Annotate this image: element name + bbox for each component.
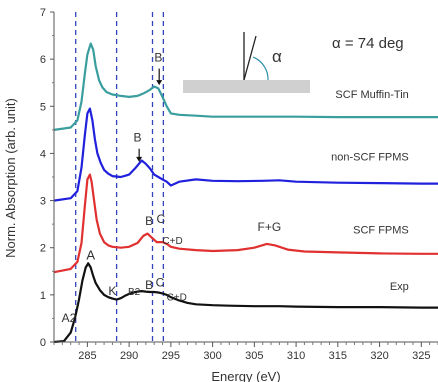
x-tick-label-1: 290 bbox=[120, 350, 138, 362]
annotation-15: SCF FPMS bbox=[353, 225, 409, 237]
annotation-5: C bbox=[156, 275, 165, 289]
annotation-14: non-SCF FPMS bbox=[331, 152, 409, 164]
x-tick-label-7: 320 bbox=[370, 350, 388, 362]
annotation-3: B2 bbox=[128, 287, 141, 298]
annotation-12: B bbox=[154, 51, 162, 65]
series-line-1 bbox=[53, 173, 438, 274]
x-tick-label-6: 315 bbox=[329, 350, 347, 362]
y-tick-label-3: 3 bbox=[40, 196, 46, 208]
annotation-2: K bbox=[108, 284, 116, 298]
peak-arrows bbox=[136, 68, 163, 162]
y-tick-label-7: 7 bbox=[40, 7, 46, 19]
x-tick-label-4: 305 bbox=[245, 350, 263, 362]
annotation-13: SCF Muffin-Tin bbox=[335, 89, 408, 101]
annotation-7: B bbox=[145, 214, 153, 228]
angle-symbol: α bbox=[272, 47, 282, 66]
x-tick-label-5: 310 bbox=[287, 350, 305, 362]
series-line-3 bbox=[53, 42, 438, 131]
angle-inset: α α = 74 deg bbox=[183, 32, 404, 93]
x-tick-label-8: 325 bbox=[412, 350, 430, 362]
y-tick-label-5: 5 bbox=[40, 101, 46, 113]
angle-value-label: α = 74 deg bbox=[332, 35, 404, 52]
y-tick-label-1: 1 bbox=[40, 290, 46, 302]
annotation-16: Exp bbox=[390, 281, 409, 293]
arrow-head-0 bbox=[136, 156, 143, 162]
annotation-4: B bbox=[145, 278, 153, 292]
x-tick-label-2: 295 bbox=[162, 350, 180, 362]
x-tick-label-3: 300 bbox=[203, 350, 221, 362]
angle-arc bbox=[252, 56, 269, 81]
annotation-1: A2 bbox=[62, 311, 77, 325]
y-tick-label-6: 6 bbox=[40, 54, 46, 66]
annotation-10: F+G bbox=[258, 220, 282, 234]
annotation-11: B bbox=[133, 131, 141, 145]
series-line-2 bbox=[53, 107, 438, 202]
y-axis-label: Norm. Absorption (arb. unit) bbox=[3, 98, 18, 258]
series-lines bbox=[53, 42, 438, 344]
series-line-0 bbox=[53, 262, 438, 344]
y-tick-label-0: 0 bbox=[40, 337, 46, 349]
annotation-8: C bbox=[157, 212, 166, 226]
annotation-0: A bbox=[86, 248, 95, 263]
ticks: 285 290 295 300 305 310 315 320 325 0 1 2 3 4 5 6 7 bbox=[40, 7, 438, 362]
annotation-6: C+D bbox=[167, 293, 187, 304]
y-tick-label-4: 4 bbox=[40, 148, 46, 160]
arrow-head-1 bbox=[156, 80, 163, 86]
x-axis-label: Energy (eV) bbox=[211, 369, 280, 382]
y-tick-label-2: 2 bbox=[40, 243, 46, 255]
x-tick-label-0: 285 bbox=[78, 350, 96, 362]
beam-direction bbox=[243, 35, 257, 81]
sample-surface bbox=[183, 80, 310, 93]
annotation-9: C+D bbox=[162, 236, 182, 247]
